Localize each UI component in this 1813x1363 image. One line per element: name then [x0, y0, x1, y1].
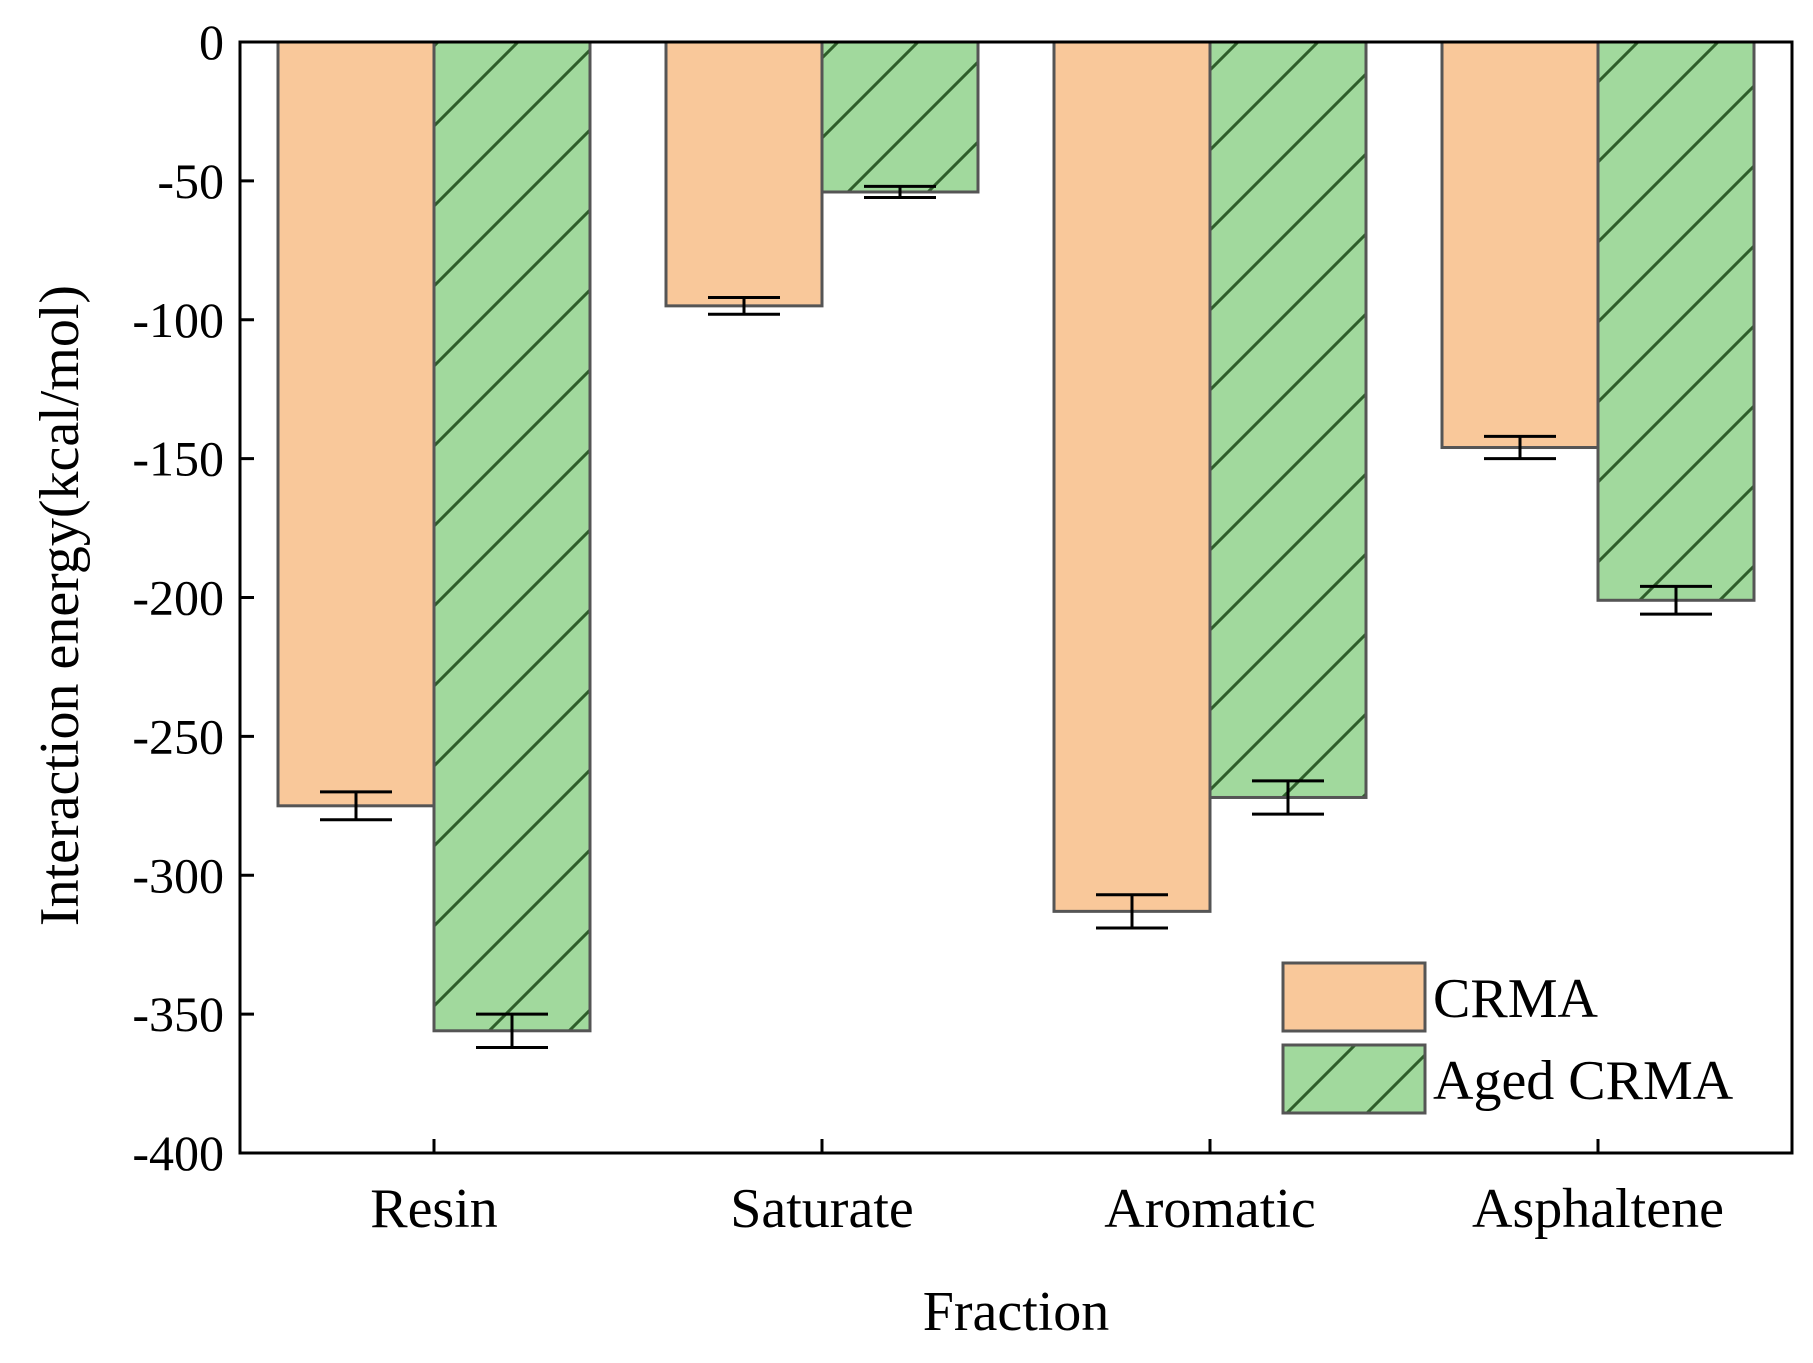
error-bar: [1640, 584, 1712, 616]
x-axis-title: Fraction: [923, 1281, 1110, 1343]
x-tick-label: Asphaltene: [1472, 1178, 1724, 1240]
x-tick-label: Resin: [370, 1178, 498, 1240]
legend-label: Aged CRMA: [1433, 1050, 1734, 1112]
bar-aged-crma: [432, 40, 592, 1033]
error-bar: [864, 184, 936, 200]
y-tick-label: -50: [157, 153, 224, 209]
legend-swatch: [1281, 961, 1427, 1033]
bar-crma: [664, 40, 824, 308]
error-bar: [1484, 434, 1556, 461]
legend: CRMA Aged CRMA: [1281, 961, 1734, 1115]
x-tick-label: Saturate: [730, 1178, 913, 1240]
legend-label: CRMA: [1433, 968, 1598, 1030]
y-axis-title: Interaction energy(kcal/mol): [29, 285, 91, 926]
y-tick-label: -100: [132, 292, 224, 348]
bar-crma: [1052, 40, 1212, 913]
bars-layer: [276, 40, 1756, 1033]
y-tick-label: -150: [132, 431, 224, 487]
legend-swatch: [1281, 1043, 1427, 1115]
x-axis: Resin Saturate Aromatic Asphaltene: [370, 1139, 1724, 1240]
error-bars-layer: [320, 184, 1712, 1049]
bar-aged-crma: [820, 40, 980, 194]
y-axis: 0 -50 -100 -150 -200 -250 -300 -350 -400: [132, 14, 254, 1181]
y-tick-label: 0: [199, 14, 224, 70]
y-tick-label: -350: [132, 986, 224, 1042]
y-tick-label: -250: [132, 708, 224, 764]
error-bar: [708, 296, 780, 316]
y-tick-label: -400: [132, 1125, 224, 1181]
bar-aged-crma: [1208, 40, 1368, 799]
bar-crma: [276, 40, 436, 808]
y-tick-label: -300: [132, 847, 224, 903]
error-bar: [476, 1012, 548, 1049]
error-bar: [1252, 779, 1324, 816]
error-bar: [320, 790, 392, 822]
y-tick-label: -200: [132, 570, 224, 626]
error-bar: [1096, 893, 1168, 930]
x-tick-label: Aromatic: [1104, 1178, 1315, 1240]
bar-crma: [1440, 40, 1600, 450]
bar-aged-crma: [1596, 40, 1756, 602]
